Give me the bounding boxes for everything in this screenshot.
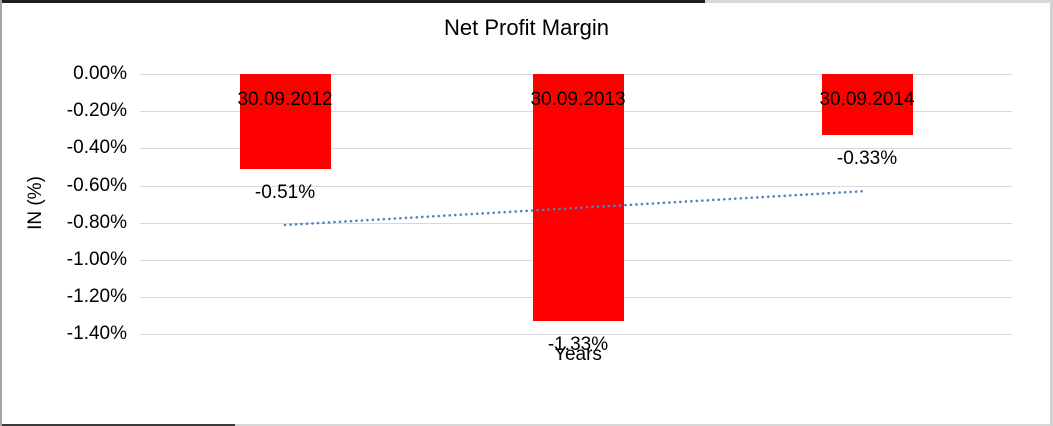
y-axis-tick-label: -1.00% [66,249,127,270]
y-axis-tick-label: -0.80% [66,212,127,233]
bar [533,74,624,321]
category-label: 30.09.2014 [819,89,915,110]
y-axis-tick-label: 0.00% [73,63,127,84]
frame-border-left [0,0,2,426]
y-axis-tick-label: -1.20% [66,286,127,307]
bar [240,74,331,169]
chart-title: Net Profit Margin [443,15,610,40]
value-label: -0.33% [836,148,898,169]
frame-border-top-dark [0,0,705,3]
x-axis-title: Years [554,344,602,365]
bar [822,74,913,135]
value-label: -0.51% [254,182,316,203]
frame-border-right [1050,0,1053,426]
frame-border-bottom-dark [0,424,235,426]
category-label: 30.09.2012 [237,89,333,110]
y-axis-tick-label: -0.60% [66,175,127,196]
value-label: -1.33% [547,334,609,355]
category-label: 30.09.2013 [530,89,626,110]
y-axis-tick-label: -0.40% [66,137,127,158]
y-axis-tick-label: -0.20% [66,100,127,121]
y-axis-tick-label: -1.40% [66,323,127,344]
gridline [140,334,1012,335]
frame-border-bottom [0,424,1053,426]
